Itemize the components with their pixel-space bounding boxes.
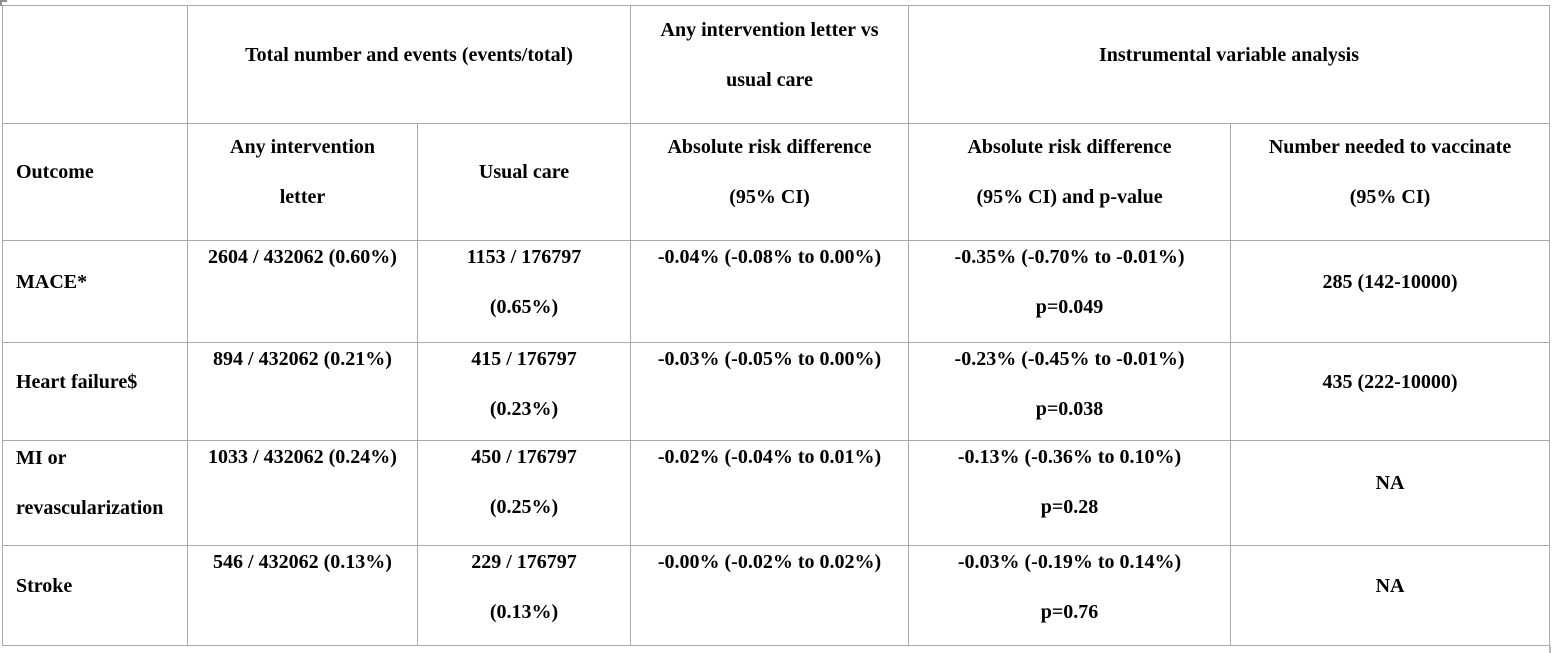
cell-value: -0.03% (-0.19% to 0.14%)	[957, 551, 1182, 573]
cell-value: 415 / 176797	[471, 348, 577, 370]
table-row: Heart failure$ 894 / 432062 (0.21%) 415 …	[2, 342, 1551, 441]
header-group-row: Total number and events (events/total) A…	[2, 5, 1551, 124]
corner-artifact	[1549, 646, 1551, 653]
cell-value: (0.25%)	[489, 496, 559, 518]
table-row: Stroke 546 / 432062 (0.13%) 229 / 176797…	[2, 545, 1551, 646]
column-header-label: (95% CI)	[1349, 186, 1431, 208]
cell-value: (0.13%)	[489, 601, 559, 623]
cell-value: NA	[1375, 574, 1405, 597]
column-header-ard: Absolute risk difference (95% CI)	[630, 123, 910, 241]
cell-value: (0.65%)	[489, 296, 559, 318]
column-header-label: letter	[279, 186, 326, 208]
cell-value: 229 / 176797	[471, 551, 577, 573]
cell-value: NA	[1375, 472, 1405, 494]
cell-value: -0.35% (-0.70% to -0.01%)	[954, 246, 1185, 268]
cell-ard: -0.04% (-0.08% to 0.00%)	[630, 240, 910, 343]
cell-p-value: p=0.038	[1035, 398, 1104, 420]
cell-outcome: MI or revascularization	[2, 440, 188, 546]
cell-usual-care: 1153 / 176797 (0.65%)	[416, 240, 632, 343]
column-header-iv-ard: Absolute risk difference (95% CI) and p-…	[908, 123, 1232, 241]
cell-value: -0.04% (-0.08% to 0.00%)	[657, 246, 882, 268]
group-header-label: usual care	[726, 68, 813, 91]
cell-value: 1033 / 432062 (0.24%)	[208, 446, 397, 468]
column-header-any-letter: Any intervention letter	[187, 123, 418, 241]
cell-any-letter: 894 / 432062 (0.21%)	[187, 342, 418, 441]
results-table: Total number and events (events/total) A…	[2, 5, 1551, 646]
group-header-instrumental-variable: Instrumental variable analysis	[908, 5, 1551, 124]
table-handle-artifact	[0, 0, 7, 2]
cell-iv-ard: -0.35% (-0.70% to -0.01%) p=0.049	[908, 240, 1232, 343]
outcome-label: MACE*	[16, 270, 88, 293]
column-header-label: Absolute risk difference	[967, 136, 1172, 158]
empty-corner-cell	[2, 5, 188, 124]
column-header-usual-care: Usual care	[416, 123, 632, 241]
column-header-row: Outcome Any intervention letter Usual ca…	[2, 123, 1551, 241]
cell-outcome: MACE*	[2, 240, 188, 343]
cell-value: -0.13% (-0.36% to 0.10%)	[957, 446, 1182, 468]
cell-nnv: NA	[1230, 545, 1551, 646]
column-header-label: Outcome	[16, 161, 94, 183]
cell-value: 546 / 432062 (0.13%)	[213, 551, 392, 573]
column-header-label: Absolute risk difference	[667, 136, 872, 158]
cell-usual-care: 229 / 176797 (0.13%)	[416, 545, 632, 646]
cell-value: 2604 / 432062 (0.60%)	[208, 246, 397, 268]
column-header-outcome: Outcome	[2, 123, 188, 241]
cell-outcome: Stroke	[2, 545, 188, 646]
table-row: MACE* 2604 / 432062 (0.60%) 1153 / 17679…	[2, 240, 1551, 343]
table-handle-artifact	[0, 0, 2, 6]
cell-value: -0.00% (-0.02% to 0.02%)	[657, 551, 882, 573]
column-header-label: Number needed to vaccinate	[1268, 136, 1512, 158]
group-header-label: Instrumental variable analysis	[1099, 43, 1360, 66]
outcome-label: Heart failure$	[16, 370, 138, 393]
cell-nnv: 435 (222-10000)	[1230, 342, 1551, 441]
cell-value: -0.23% (-0.45% to -0.01%)	[954, 348, 1185, 370]
cell-p-value: p=0.28	[1040, 496, 1099, 518]
column-header-label: (95% CI)	[729, 186, 810, 208]
cell-value: -0.03% (-0.05% to 0.00%)	[657, 348, 882, 370]
group-header-total-events: Total number and events (events/total)	[186, 5, 632, 124]
cell-value: 450 / 176797	[471, 446, 577, 468]
cell-outcome: Heart failure$	[2, 342, 188, 441]
cell-iv-ard: -0.13% (-0.36% to 0.10%) p=0.28	[908, 440, 1232, 546]
cell-ard: -0.00% (-0.02% to 0.02%)	[630, 545, 910, 646]
outcome-label: MI or	[16, 447, 67, 469]
cell-iv-ard: -0.23% (-0.45% to -0.01%) p=0.038	[908, 342, 1232, 441]
group-header-letter-vs-usual: Any intervention letter vs usual care	[630, 5, 910, 124]
cell-any-letter: 2604 / 432062 (0.60%)	[187, 240, 418, 343]
column-header-label: (95% CI) and p-value	[976, 186, 1163, 208]
cell-value: 1153 / 176797	[466, 246, 582, 268]
cell-any-letter: 1033 / 432062 (0.24%)	[187, 440, 418, 546]
column-header-label: Any intervention	[230, 136, 375, 158]
cell-usual-care: 415 / 176797 (0.23%)	[416, 342, 632, 441]
cell-iv-ard: -0.03% (-0.19% to 0.14%) p=0.76	[908, 545, 1232, 646]
table-row: MI or revascularization 1033 / 432062 (0…	[2, 440, 1551, 546]
group-header-label: Total number and events (events/total)	[245, 43, 573, 66]
column-header-nnv: Number needed to vaccinate (95% CI)	[1230, 123, 1551, 241]
cell-ard: -0.03% (-0.05% to 0.00%)	[630, 342, 910, 441]
cell-value: (0.23%)	[489, 398, 559, 420]
cell-any-letter: 546 / 432062 (0.13%)	[187, 545, 418, 646]
cell-nnv: NA	[1230, 440, 1551, 546]
group-header-label: Any intervention letter vs	[660, 18, 879, 41]
cell-nnv: 285 (142-10000)	[1230, 240, 1551, 343]
cell-p-value: p=0.76	[1040, 601, 1099, 623]
cell-value: 435 (222-10000)	[1322, 370, 1458, 393]
cell-p-value: p=0.049	[1035, 296, 1104, 318]
cell-usual-care: 450 / 176797 (0.25%)	[416, 440, 632, 546]
column-header-label: Usual care	[478, 161, 570, 183]
cell-value: 894 / 432062 (0.21%)	[213, 348, 392, 370]
outcome-label: revascularization	[16, 497, 164, 519]
cell-ard: -0.02% (-0.04% to 0.01%)	[630, 440, 910, 546]
outcome-label: Stroke	[16, 574, 73, 597]
cell-value: -0.02% (-0.04% to 0.01%)	[657, 446, 882, 468]
cell-value: 285 (142-10000)	[1322, 270, 1458, 293]
